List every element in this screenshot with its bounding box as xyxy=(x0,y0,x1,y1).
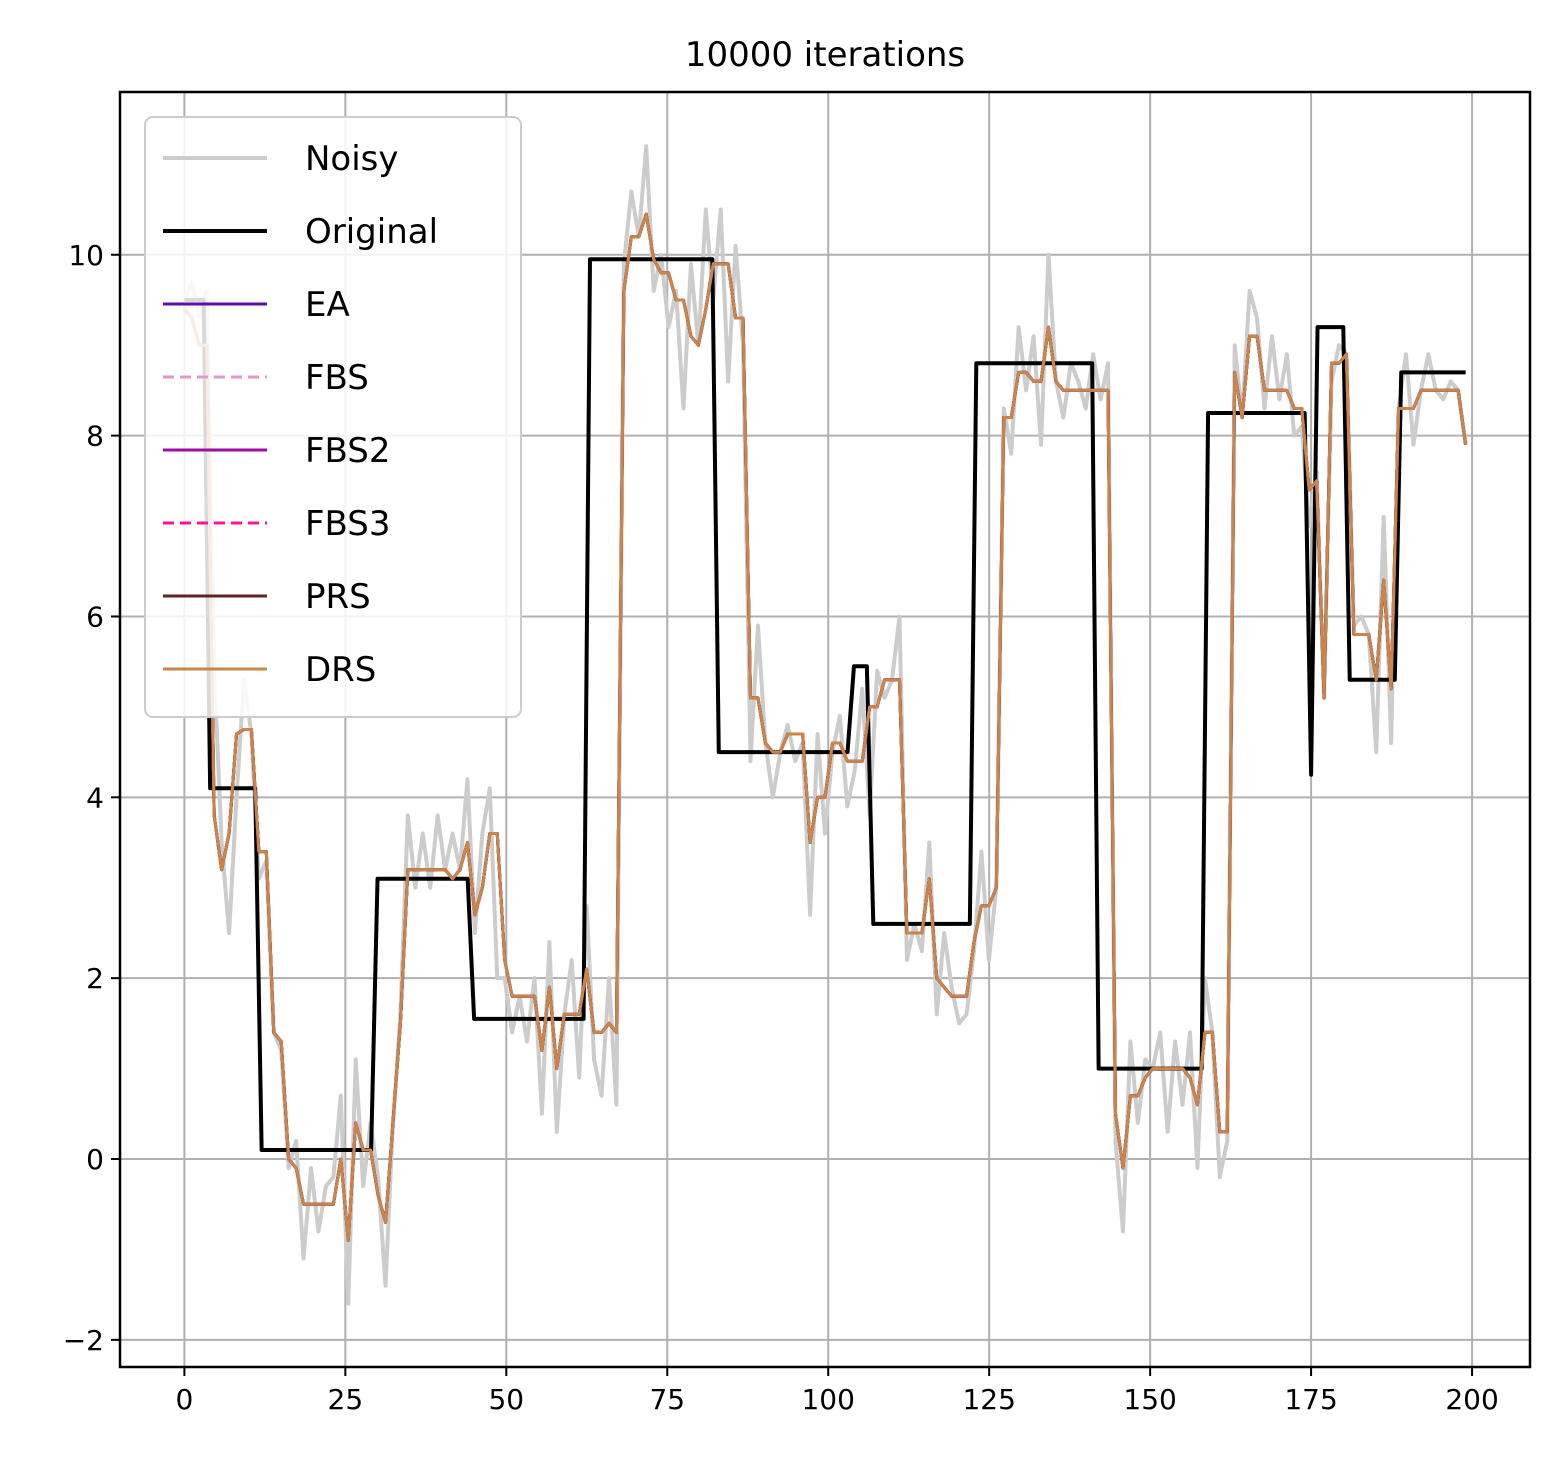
ticks: 0 25 50 75 100 125 150 175 200 −2 0 2 4 6 8 10 xyxy=(63,239,1499,1416)
data-lines xyxy=(182,144,1468,1306)
y-tick-label: 0 xyxy=(86,1143,104,1176)
x-tick-label: 25 xyxy=(328,1383,364,1416)
y-tick-label: −2 xyxy=(63,1324,104,1357)
legend-label-fbs: FBS xyxy=(305,358,369,398)
legend-label-ea: EA xyxy=(305,285,350,325)
x-tick-label: 75 xyxy=(649,1383,685,1416)
legend-box xyxy=(144,116,522,718)
x-tick-label: 200 xyxy=(1445,1383,1498,1416)
x-tick-label: 50 xyxy=(488,1383,524,1416)
axes-frame xyxy=(118,90,1532,1369)
series-line-drs xyxy=(183,212,1468,1242)
legend-label-drs: DRS xyxy=(305,650,376,690)
x-tick-label: 125 xyxy=(962,1383,1015,1416)
legend-label-noisy: Noisy xyxy=(305,139,399,179)
x-tick-label: 100 xyxy=(801,1383,854,1416)
y-tick-label: 4 xyxy=(86,781,104,814)
y-tick-label: 2 xyxy=(86,962,104,995)
y-tick-label: 8 xyxy=(86,420,104,453)
legend: Noisy Original EA FBS FBS2 FBS3 PRS DRS xyxy=(144,116,522,718)
y-tick-label: 6 xyxy=(86,600,104,633)
chart-title: 10000 iterations xyxy=(685,35,965,75)
x-tick-label: 150 xyxy=(1123,1383,1176,1416)
legend-label-prs: PRS xyxy=(305,577,371,617)
x-tick-label: 0 xyxy=(175,1383,193,1416)
legend-label-fbs3: FBS3 xyxy=(305,504,391,544)
y-tick-label: 10 xyxy=(68,239,104,272)
legend-label-original: Original xyxy=(305,212,438,252)
x-tick-label: 175 xyxy=(1284,1383,1337,1416)
legend-label-fbs2: FBS2 xyxy=(305,431,391,471)
